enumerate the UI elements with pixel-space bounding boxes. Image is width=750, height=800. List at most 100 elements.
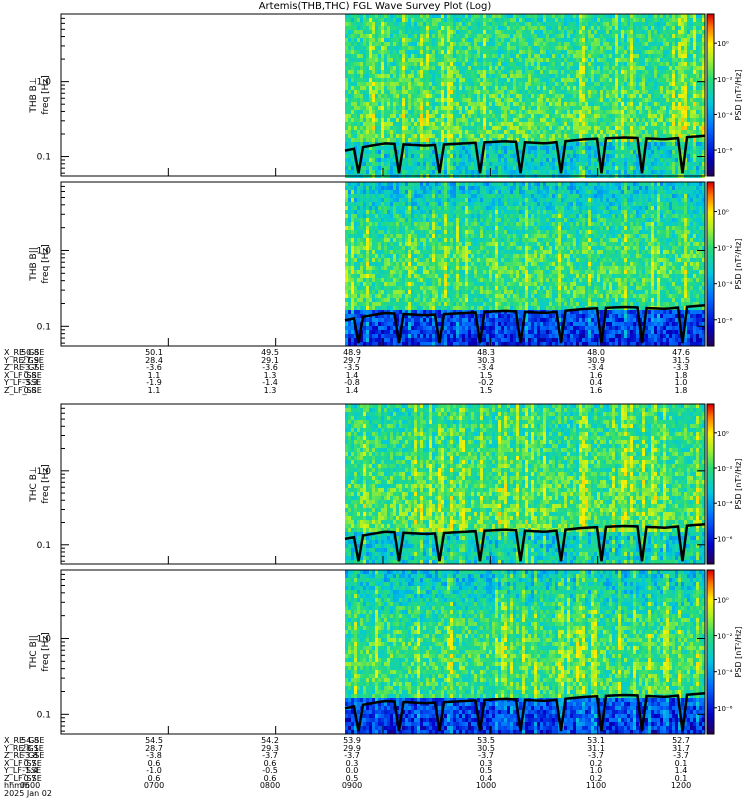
- ephem-value: 47.6: [661, 349, 701, 357]
- ephem-row: 2025 Jan 02: [0, 789, 750, 798]
- colorbar-frame: [706, 403, 715, 565]
- ephem-row: X_LF_SSE 0.8 1.1 1.3 1.4 1.5 1.6 1.8: [0, 371, 750, 380]
- ephem-value: -0.2: [466, 379, 506, 387]
- ephem-value: 0.6: [134, 759, 174, 768]
- colorbar-tick-label: 10⁻⁶: [717, 705, 733, 713]
- colorbar-label: PSD [nT²/Hz]: [734, 70, 743, 121]
- ephem-value: 53.1: [576, 737, 616, 745]
- ephem-value: 29.1: [250, 356, 290, 365]
- ephem-value: -1.4: [10, 767, 50, 775]
- ephem-value: 29.3: [250, 744, 290, 753]
- ephem-value: -3.6: [134, 364, 174, 372]
- ephem-value: 0.6: [134, 774, 174, 783]
- ephem-row: Y_LF_SSE -3.3 -1.9 -1.4 -0.8 -0.2 0.4 1.0: [0, 379, 750, 387]
- panel-label-thb-bpar: THB B||: [29, 247, 39, 282]
- ephem-value: -3.7: [332, 752, 372, 760]
- ephem-value: 0800: [250, 782, 290, 790]
- colorbar-label: PSD [nT²/Hz]: [734, 627, 743, 678]
- ephem-value: 28.1: [10, 744, 50, 753]
- ephem-label: Z_RE_GSE: [4, 752, 44, 760]
- colorbar-thc-bperp: [707, 404, 714, 565]
- colorbar-tick-label: 10⁰: [717, 40, 729, 48]
- colorbar-tick-label: 10⁻²: [717, 76, 733, 84]
- colorbar-label: PSD [nT²/Hz]: [734, 239, 743, 290]
- ephem-label: Y_RE_GSE: [4, 356, 44, 365]
- ephem-value: 50.8: [10, 349, 50, 357]
- ephem-label: Z_LF_SSE: [4, 774, 42, 783]
- ephem-row: X_RE_GSE 50.8 50.1 49.5 48.9 48.3 48.0 47.6: [0, 349, 750, 357]
- ephem-value: 53.9: [332, 737, 372, 745]
- ephem-label: X_RE_GSE: [4, 349, 44, 357]
- ephem-value: 0.8: [10, 371, 50, 380]
- freq-axis-label: freq [Hz]: [41, 75, 51, 114]
- ephem-value: 1100: [576, 782, 616, 790]
- panel-label-thc-bpar: THC B||: [29, 635, 39, 670]
- colorbar-tick-label: 10⁻⁴: [717, 111, 733, 119]
- ephem-value: 48.0: [576, 349, 616, 357]
- ephemeris-thc: X_RE_GSE 54.8 54.5 54.2 53.9 53.5 53.1 52.7 Y_RE…: [0, 737, 750, 797]
- ephem-label: X_RE_GSE: [4, 737, 44, 745]
- ephem-value: -3.8: [134, 752, 174, 760]
- ephem-label: Z_RE_GSE: [4, 364, 44, 372]
- ephem-value: 0900: [332, 782, 372, 790]
- colorbar-frame: [706, 13, 715, 177]
- ephem-value: 1.3: [250, 371, 290, 380]
- colorbar-tick-label: 10⁰: [717, 597, 729, 605]
- ephem-value: 1.6: [576, 386, 616, 395]
- ephem-value: 0.2: [576, 759, 616, 768]
- ephem-row: Z_LF_SSE 0.7 0.6 0.6 0.5 0.4 0.2 0.1: [0, 774, 750, 783]
- ephem-value: 1200: [661, 782, 701, 790]
- ephem-value: 0.2: [576, 774, 616, 783]
- ephem-value: 1.4: [661, 767, 701, 775]
- ephem-value: 1.6: [576, 371, 616, 380]
- ephem-row: Z_RE_GSE -3.8 -3.8 -3.7 -3.7 -3.7 -3.7 -3.7: [0, 752, 750, 760]
- heatmap-thc-bperp: [345, 404, 705, 564]
- y-tick-label: 0.1: [37, 153, 51, 163]
- ephem-value: 48.3: [466, 349, 506, 357]
- ephem-value: -1.9: [134, 379, 174, 387]
- colorbar-thc-bpar: [707, 570, 714, 735]
- ephem-value: 1.1: [134, 371, 174, 380]
- freq-axis-label: freq [Hz]: [41, 464, 51, 503]
- ephem-value: 0.3: [466, 759, 506, 768]
- ephem-value: 29.7: [332, 356, 372, 365]
- ephem-value: 54.8: [10, 737, 50, 745]
- ephem-value: 0700: [134, 782, 174, 790]
- ephem-label: hhmm: [4, 782, 30, 790]
- ephem-value: 0.6: [250, 759, 290, 768]
- ephem-row: Y_LF_SSE -1.4 -1.0 -0.5 0.0 0.5 1.0 1.4: [0, 767, 750, 775]
- y-tick-label: 1.0: [37, 634, 52, 644]
- ephem-value: 1.5: [466, 386, 506, 395]
- ephem-value: -3.4: [576, 364, 616, 372]
- ephem-value: -1.4: [250, 379, 290, 387]
- ephem-value: -3.5: [332, 364, 372, 372]
- ephem-value: 53.5: [466, 737, 506, 745]
- gyro-trace-thc-bpar: [344, 691, 706, 732]
- ephem-value: 50.1: [134, 349, 174, 357]
- heatmap-thb-bperp: [345, 14, 705, 178]
- ephem-value: 1.4: [332, 386, 372, 395]
- ephem-value: 54.2: [250, 737, 290, 745]
- colorbar-tick-label: 10⁻⁴: [717, 500, 733, 508]
- ephem-value: 1.5: [466, 371, 506, 380]
- heatmap-thc-bpar: [345, 570, 705, 734]
- ephem-row: Y_RE_GSE 28.1 28.7 29.3 29.9 30.5 31.1 31.7: [0, 744, 750, 753]
- ephem-value: 0.4: [466, 774, 506, 783]
- ephem-value: 0.7: [10, 774, 50, 783]
- ephem-value: 48.9: [332, 349, 372, 357]
- ephem-row: Z_RE_GSE -3.7 -3.6 -3.6 -3.5 -3.4 -3.4 -3.3: [0, 364, 750, 372]
- colorbar-tick-label: 10⁻⁶: [717, 317, 733, 325]
- ephem-value: 1.4: [332, 371, 372, 380]
- ephem-value: -1.0: [134, 767, 174, 775]
- ephem-value: 0.3: [332, 759, 372, 768]
- ephem-value: 29.9: [332, 744, 372, 753]
- ephem-value: 0.4: [576, 379, 616, 387]
- ephem-value: 0.6: [250, 774, 290, 783]
- colorbar-label: PSD [nT²/Hz]: [734, 459, 743, 510]
- ephem-value: 0.0: [332, 767, 372, 775]
- colorbar-tick-label: 10⁻⁴: [717, 281, 733, 289]
- ephem-label: Y_RE_GSE: [4, 744, 44, 753]
- colorbar-tick-label: 10⁻⁶: [717, 147, 733, 155]
- ephem-value: 0.5: [332, 774, 372, 783]
